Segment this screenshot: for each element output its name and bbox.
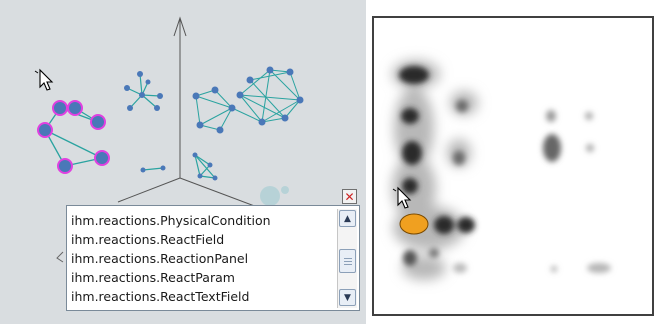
scroll-thumb[interactable] [339,249,356,273]
cluster-selected[interactable] [37,100,110,174]
scroll-down-button[interactable]: ▼ [339,289,356,306]
list-item[interactable]: ihm.reactions.ReactTextField [71,289,250,304]
graph-node[interactable] [196,121,204,129]
density-highlight[interactable] [399,213,429,235]
list-item[interactable]: ihm.reactions.ReactionPanel [71,251,249,266]
graph-node[interactable] [296,96,304,104]
cluster-dense[interactable] [192,66,304,134]
graph-3d-view[interactable]: ✕ ihm.reactions.PhysicalCondition ihm.re… [0,0,366,324]
connector-arrow-icon [56,251,64,263]
graph-node[interactable] [127,105,133,111]
graph-node[interactable] [137,71,143,77]
list-item[interactable]: ihm.reactions.PhysicalCondition [71,213,271,228]
density-halo [392,60,478,280]
graph-node[interactable] [52,100,68,116]
graph-node[interactable] [228,104,236,112]
graph-node[interactable] [266,66,274,74]
graph-node[interactable] [160,165,166,171]
graph-node[interactable] [90,114,106,130]
graph-node[interactable] [258,118,266,126]
graph-node[interactable] [246,76,254,84]
close-button[interactable]: ✕ [342,189,357,204]
graph-node[interactable] [157,93,163,99]
graph-node[interactable] [154,105,160,111]
graph-node[interactable] [94,150,110,166]
graph-node[interactable] [139,92,145,98]
graph-node[interactable] [67,100,83,116]
class-list-popup[interactable]: ihm.reactions.PhysicalCondition ihm.reac… [66,205,360,311]
arrow-cursor-icon [392,186,412,209]
graph-node[interactable] [281,114,289,122]
close-icon: ✕ [344,189,355,204]
graph-node[interactable] [145,79,151,85]
density-map-view[interactable] [372,16,654,316]
chevron-up-icon: ▲ [344,213,351,224]
chevron-down-icon: ▼ [344,292,351,303]
graph-node[interactable] [124,85,130,91]
graph-node[interactable] [216,126,224,134]
cluster-pair[interactable] [140,165,166,173]
graph-node[interactable] [207,162,213,168]
list-scrollbar[interactable]: ▲ ▼ [337,209,357,308]
arrow-cursor-icon [34,68,54,91]
graph-node[interactable] [37,122,53,138]
density-cores [399,66,475,266]
density-minor [453,110,611,273]
cluster-star[interactable] [124,71,163,111]
density-canvas[interactable] [374,18,652,314]
x-axis [117,177,181,203]
cluster-faded[interactable] [260,186,289,206]
list-item[interactable]: ihm.reactions.ReactParam [71,270,235,285]
graph-node[interactable] [140,167,146,173]
graph-canvas[interactable] [0,0,366,324]
list-item[interactable]: ihm.reactions.ReactField [71,232,225,247]
graph-node[interactable] [57,158,73,174]
graph-node[interactable] [236,91,244,99]
scroll-up-button[interactable]: ▲ [339,210,356,227]
cluster-triangle[interactable] [192,152,218,181]
graph-node[interactable] [192,152,198,158]
graph-node[interactable] [211,86,219,94]
graph-node[interactable] [286,68,294,76]
graph-node[interactable] [197,173,203,179]
z-axis-arrowhead [173,16,187,37]
graph-node[interactable] [192,92,200,100]
graph-node[interactable] [212,175,218,181]
